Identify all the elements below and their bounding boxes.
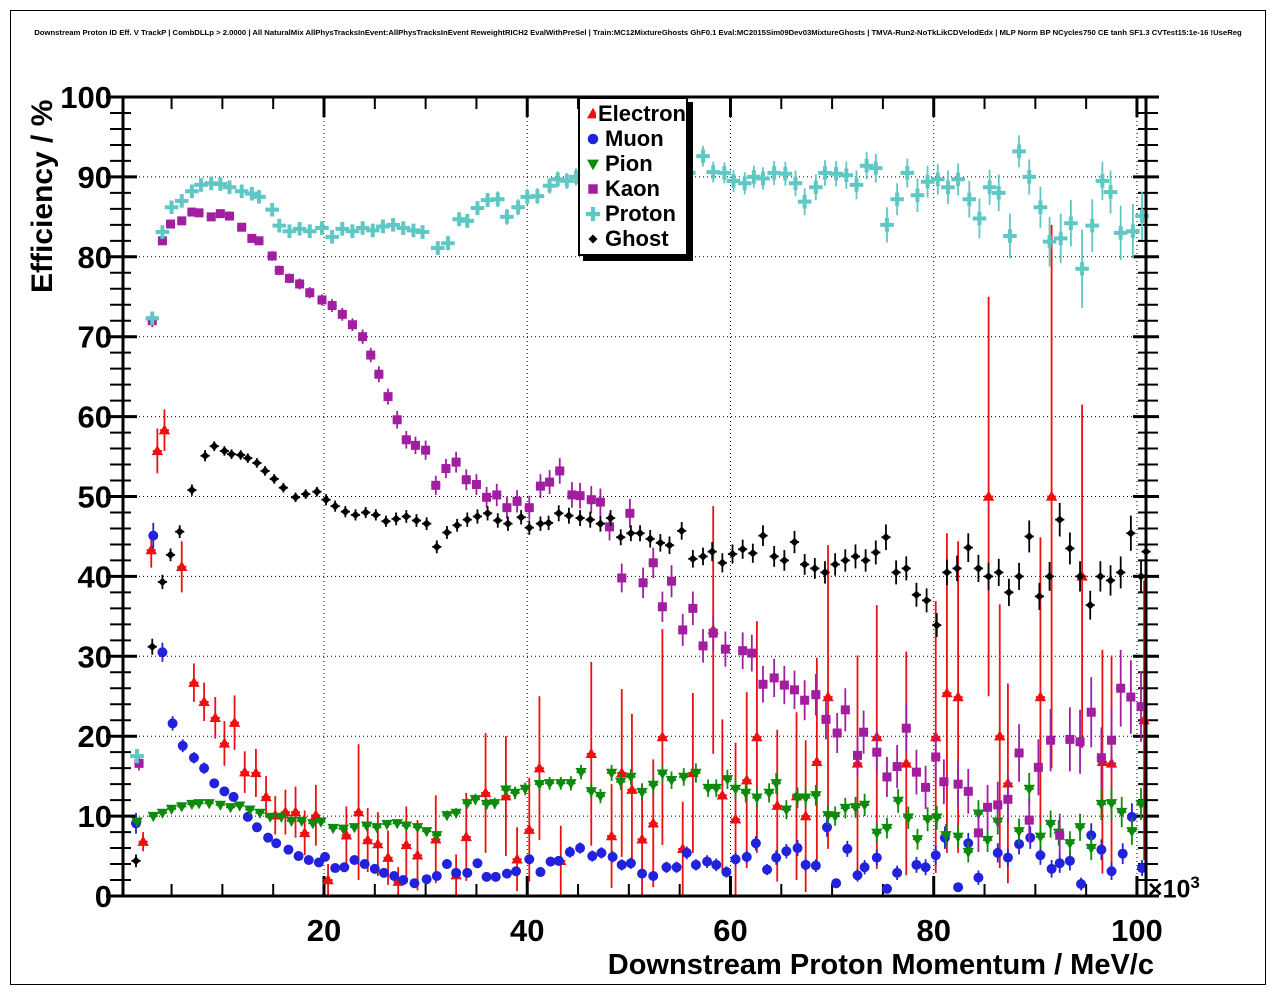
ghost-markers: [131, 441, 1151, 866]
y-tick-label-60: 60: [78, 400, 112, 435]
series-pion: [131, 763, 1147, 863]
x-tick-label-60: 60: [713, 913, 747, 948]
x-tick-label-20: 20: [307, 913, 341, 948]
series-ghost: [131, 441, 1151, 868]
canvas-border: [10, 10, 1266, 985]
legend-label-ghost: Ghost: [605, 226, 669, 252]
electron-marker-icon: [587, 107, 596, 118]
x-axis-multiplier: ×103: [1148, 873, 1200, 904]
y-tick-label-0: 0: [95, 879, 112, 914]
muon-markers: [131, 530, 1148, 894]
legend-label-proton: Proton: [605, 201, 676, 227]
y-tick-label-70: 70: [78, 320, 112, 355]
x-tick-label-40: 40: [510, 913, 544, 948]
series-proton: [130, 135, 1149, 764]
legend-entry-kaon: Kaon: [583, 177, 686, 201]
series-kaon: [134, 207, 1146, 857]
y-tick-label-100: 100: [60, 80, 112, 115]
y-tick-label-20: 20: [78, 719, 112, 754]
x-tick-label-80: 80: [916, 913, 950, 948]
plot-title: Downstream Proton ID Eff. V TrackP | Com…: [34, 28, 1242, 37]
y-axis-title: Efficiency / %: [26, 99, 59, 293]
pion-marker-icon: [587, 159, 599, 171]
legend-entry-pion: Pion: [583, 152, 686, 176]
legend-entry-electron: Electron: [583, 102, 686, 126]
ghost-marker-icon: [588, 234, 598, 244]
y-tick-label-10: 10: [78, 799, 112, 834]
legend-entry-muon: Muon: [583, 127, 686, 151]
kaon-markers: [134, 207, 1146, 840]
legend-label-kaon: Kaon: [605, 176, 660, 202]
x-axis-multiplier-exp: 3: [1190, 873, 1200, 892]
tick-marks: [106, 95, 1159, 898]
y-tick-label-90: 90: [78, 160, 112, 195]
pion-markers: [131, 767, 1147, 859]
legend-entry-ghost: Ghost: [583, 227, 686, 251]
x-axis-multiplier-base: ×10: [1148, 875, 1191, 904]
y-tick-label-40: 40: [78, 559, 112, 594]
legend-label-muon: Muon: [605, 125, 664, 151]
proton-marker-icon: [585, 207, 601, 222]
gridlines: [123, 97, 1146, 896]
legend-entry-proton: Proton: [583, 202, 686, 226]
series-muon: [131, 522, 1148, 894]
legend-label-electron: Electron: [597, 100, 686, 126]
y-tick-label-80: 80: [78, 240, 112, 275]
x-tick-label-100: 100: [1111, 913, 1163, 948]
legend: Electron Muon Pion Kaon Proton Ghost: [578, 97, 688, 256]
kaon-marker-icon: [588, 184, 598, 194]
y-tick-label-50: 50: [78, 480, 112, 515]
muon-marker-icon: [587, 133, 599, 144]
tick-labels: 0 10 20 30 40 50 60 70 80 90 100 20 40 60 80 100: [60, 80, 1163, 948]
x-axis-title: Downstream Proton Momentum / MeV/c: [607, 949, 1154, 981]
legend-label-pion: Pion: [605, 150, 653, 176]
y-tick-label-30: 30: [78, 639, 112, 674]
